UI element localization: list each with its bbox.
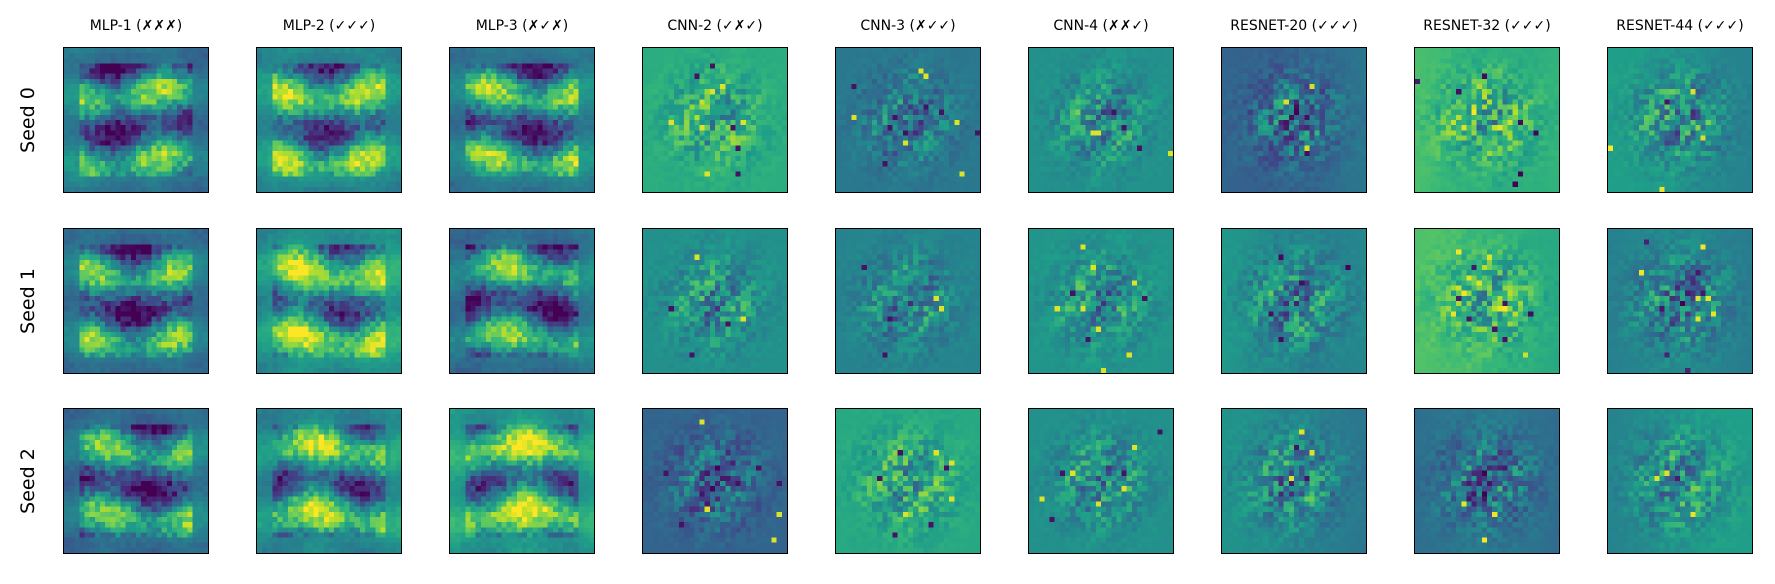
heatmap-image	[1222, 229, 1366, 373]
heatmap-image	[836, 229, 980, 373]
heatmap-image	[1029, 409, 1173, 553]
heatmap-panel-resnet-44-seed-0	[1607, 47, 1753, 193]
heatmap-image	[450, 229, 594, 373]
row-label-seed-0: Seed 0	[8, 47, 48, 193]
heatmap-panel-resnet-20-seed-0	[1221, 47, 1367, 193]
heatmap-panel-mlp-3-seed-0	[449, 47, 595, 193]
heatmap-image	[643, 48, 787, 192]
heatmap-panel-mlp-1-seed-2	[63, 408, 209, 554]
column-title-mlp-1: MLP-1 (✗✗✗)	[89, 18, 183, 34]
column-title-cnn-3: CNN-3 (✗✓✓)	[860, 18, 956, 34]
heatmap-panel-cnn-2-seed-2	[642, 408, 788, 554]
heatmap-image	[1608, 229, 1752, 373]
heatmap-image	[1222, 409, 1366, 553]
heatmap-panel-mlp-2-seed-2	[256, 408, 402, 554]
heatmap-image	[1415, 409, 1559, 553]
heatmap-panel-resnet-20-seed-1	[1221, 228, 1367, 374]
heatmap-image	[1222, 48, 1366, 192]
heatmap-panel-resnet-44-seed-1	[1607, 228, 1753, 374]
heatmap-image	[643, 409, 787, 553]
heatmap-panel-cnn-3-seed-0	[835, 47, 981, 193]
heatmap-image	[257, 409, 401, 553]
heatmap-panel-resnet-32-seed-1	[1414, 228, 1560, 374]
heatmap-panel-resnet-32-seed-0	[1414, 47, 1560, 193]
row-label-seed-0-text: Seed 0	[17, 87, 40, 153]
heatmap-panel-cnn-4-seed-1	[1028, 228, 1174, 374]
column-title-resnet-44: RESNET-44 (✓✓✓)	[1616, 18, 1744, 34]
heatmap-panel-resnet-20-seed-2	[1221, 408, 1367, 554]
column-title-resnet-32: RESNET-32 (✓✓✓)	[1423, 18, 1551, 34]
column-title-cnn-4: CNN-4 (✗✗✓)	[1053, 18, 1149, 34]
heatmap-image	[450, 409, 594, 553]
heatmap-image	[643, 229, 787, 373]
heatmap-panel-mlp-3-seed-2	[449, 408, 595, 554]
heatmap-image	[450, 48, 594, 192]
heatmap-image	[1415, 48, 1559, 192]
heatmap-panel-cnn-4-seed-0	[1028, 47, 1174, 193]
heatmap-panel-cnn-2-seed-1	[642, 228, 788, 374]
heatmap-image	[64, 409, 208, 553]
column-title-cnn-2: CNN-2 (✓✗✓)	[667, 18, 763, 34]
heatmap-image	[64, 229, 208, 373]
row-label-seed-2-text: Seed 2	[17, 448, 40, 514]
heatmap-panel-mlp-2-seed-0	[256, 47, 402, 193]
heatmap-image	[257, 229, 401, 373]
heatmap-image	[257, 48, 401, 192]
heatmap-image	[1415, 229, 1559, 373]
row-label-seed-1-text: Seed 1	[17, 268, 40, 334]
heatmap-panel-cnn-3-seed-1	[835, 228, 981, 374]
heatmap-image	[1029, 229, 1173, 373]
heatmap-image	[1029, 48, 1173, 192]
column-title-mlp-3: MLP-3 (✗✓✗)	[475, 18, 569, 34]
heatmap-image	[836, 48, 980, 192]
heatmap-panel-mlp-2-seed-1	[256, 228, 402, 374]
heatmap-panel-mlp-1-seed-1	[63, 228, 209, 374]
heatmap-panel-mlp-3-seed-1	[449, 228, 595, 374]
heatmap-panel-resnet-32-seed-2	[1414, 408, 1560, 554]
heatmap-image	[1608, 48, 1752, 192]
row-label-seed-1: Seed 1	[8, 228, 48, 374]
heatmap-panel-cnn-3-seed-2	[835, 408, 981, 554]
heatmap-panel-cnn-2-seed-0	[642, 47, 788, 193]
column-title-mlp-2: MLP-2 (✓✓✓)	[282, 18, 376, 34]
heatmap-image	[1608, 409, 1752, 553]
heatmap-panel-cnn-4-seed-2	[1028, 408, 1174, 554]
heatmap-image	[836, 409, 980, 553]
heatmap-panel-resnet-44-seed-2	[1607, 408, 1753, 554]
heatmap-panel-mlp-1-seed-0	[63, 47, 209, 193]
column-title-resnet-20: RESNET-20 (✓✓✓)	[1230, 18, 1358, 34]
heatmap-image	[64, 48, 208, 192]
row-label-seed-2: Seed 2	[8, 408, 48, 554]
